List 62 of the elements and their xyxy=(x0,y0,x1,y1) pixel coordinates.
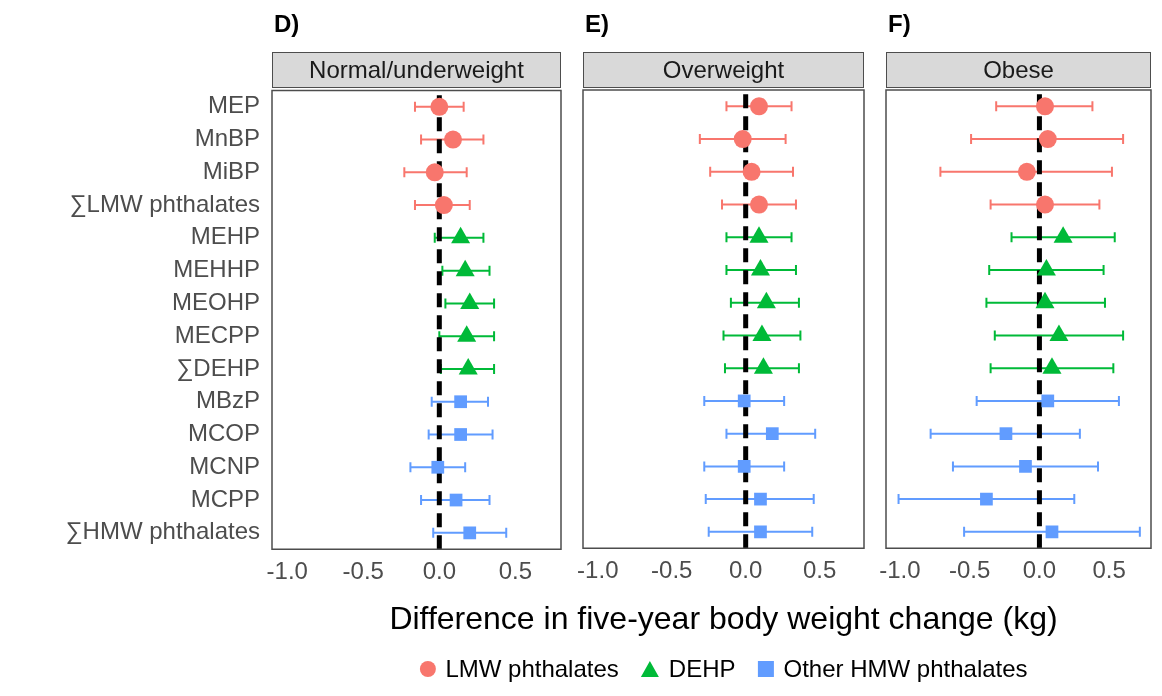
point xyxy=(1041,394,1055,408)
y-tick-label: MCPP xyxy=(190,484,260,512)
chart-title: E) xyxy=(585,10,609,38)
legend-label: DEHP xyxy=(668,655,736,683)
point xyxy=(750,97,768,116)
point xyxy=(463,526,477,539)
y-tick-label: ∑LMW phthalates xyxy=(69,189,260,218)
point xyxy=(430,97,449,116)
legend-label: LMW phthalates xyxy=(445,655,619,683)
point xyxy=(1036,195,1054,214)
x-tick-label: 0.5 xyxy=(498,556,533,584)
y-tick-label: MEHP xyxy=(190,222,260,250)
y-tick-label: MEP xyxy=(207,91,260,118)
x-tick-label: -1.0 xyxy=(266,556,308,584)
x-tick-label: -0.5 xyxy=(651,556,693,584)
y-tick-label: MEOHP xyxy=(171,287,260,315)
point xyxy=(737,460,751,473)
x-tick-label: -1.0 xyxy=(879,556,921,584)
y-tick-label: MECPP xyxy=(174,320,260,348)
y-tick-label: MiBP xyxy=(202,156,260,184)
x-tick-label: -1.0 xyxy=(577,556,619,584)
x-tick-label: 0.5 xyxy=(1092,556,1126,584)
y-tick-label: MCNP xyxy=(189,451,260,479)
y-tick-label: ∑HMW phthalates xyxy=(65,517,260,546)
point xyxy=(1036,97,1054,116)
point xyxy=(999,427,1013,441)
x-tick-label: -0.5 xyxy=(342,556,384,584)
x-tick-label: -0.5 xyxy=(949,556,991,584)
legend-label: Other HMW phthalates xyxy=(783,655,1028,683)
point xyxy=(765,427,779,441)
y-tick-label: MCOP xyxy=(188,418,260,446)
point xyxy=(425,162,444,181)
point xyxy=(750,195,768,214)
point xyxy=(980,492,993,506)
point xyxy=(444,130,463,149)
x-tick-label: 0.0 xyxy=(1022,556,1057,584)
point xyxy=(1019,460,1032,473)
point xyxy=(737,394,751,408)
chart-title: D) xyxy=(274,10,300,38)
x-tick-label: 0.0 xyxy=(729,556,763,584)
point xyxy=(742,162,761,181)
chart-title: F) xyxy=(888,10,911,38)
chart-subtitle: Obese xyxy=(886,52,1151,88)
point xyxy=(733,130,752,149)
point xyxy=(1017,162,1036,181)
point xyxy=(1045,525,1059,539)
point xyxy=(754,492,767,506)
y-tick-label: MEHHP xyxy=(173,254,260,282)
x-tick-label: 0.5 xyxy=(802,556,837,584)
y-tick-label: MBzP xyxy=(195,385,260,413)
x-tick-label: 0.0 xyxy=(422,556,456,584)
point xyxy=(1038,130,1057,149)
y-tick-label: ∑DEHP xyxy=(176,353,260,382)
point xyxy=(454,427,467,441)
chart-subtitle: Overweight xyxy=(583,52,864,88)
chart-subtitle: Normal/underweight xyxy=(272,52,561,88)
point xyxy=(754,525,767,539)
x-axis-title: Difference in five-year body weight change (kg) xyxy=(389,600,1058,637)
point xyxy=(454,394,467,408)
point xyxy=(434,195,453,214)
y-tick-label: MnBP xyxy=(194,123,260,151)
point xyxy=(431,460,445,474)
